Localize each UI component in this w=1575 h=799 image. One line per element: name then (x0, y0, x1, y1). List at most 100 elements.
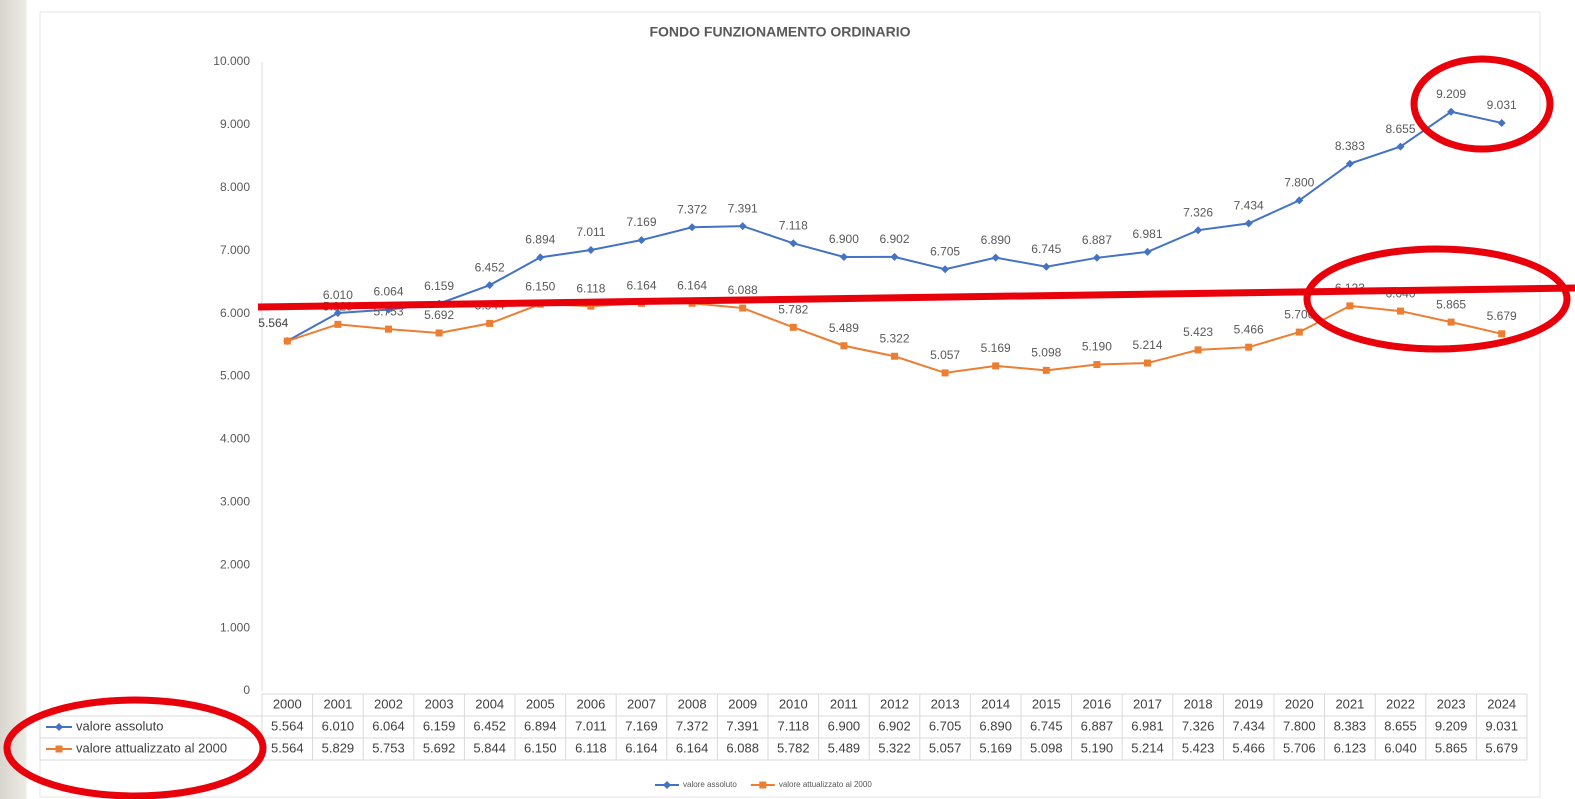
data-label: 6.900 (829, 232, 859, 246)
data-point (536, 253, 545, 262)
y-tick-label: 7.000 (220, 243, 250, 257)
annotation-line (257, 284, 1575, 311)
x-tick-label: 2005 (526, 696, 555, 711)
plot: 0 1.000 2.000 3.000 4.000 5.000 6.000 7.000 8.00… (39, 54, 1528, 789)
data-point (486, 319, 494, 327)
y-tick-label: 3.000 (220, 494, 250, 508)
data-point (1092, 253, 1101, 262)
data-label: 5.782 (778, 302, 808, 316)
data-point (1143, 247, 1152, 256)
table-cell: 6.745 (1030, 718, 1063, 733)
data-label: 7.800 (1284, 176, 1314, 190)
table-cell: 6.088 (726, 740, 759, 755)
data-label: 5.322 (879, 331, 909, 345)
y-tick-label: 10.000 (213, 54, 250, 68)
data-point (1345, 159, 1354, 168)
table-cell: 5.564 (271, 740, 304, 755)
data-point (1497, 118, 1506, 127)
y-tick-label: 2.000 (220, 557, 250, 571)
x-tick-label: 2019 (1234, 696, 1263, 711)
data-point (586, 246, 595, 255)
table-cell: 5.564 (271, 718, 304, 733)
data-point (1194, 226, 1203, 235)
table-cell: 5.489 (828, 740, 861, 755)
data-point (688, 223, 697, 232)
data-label: 6.452 (475, 260, 505, 274)
table-cell: 5.423 (1182, 740, 1215, 755)
table-cell: 7.391 (726, 718, 759, 733)
table-cell: 5.057 (929, 740, 962, 755)
x-tick-label: 2006 (576, 696, 605, 711)
data-label: 7.391 (728, 201, 758, 215)
y-tick-label: 1.000 (220, 620, 250, 634)
data-point (1194, 346, 1202, 354)
table-cell: 5.753 (372, 740, 405, 755)
data-label: 6.164 (626, 278, 656, 292)
x-tick-label: 2023 (1437, 696, 1466, 711)
data-label: 9.031 (1487, 98, 1517, 112)
data-point (1093, 361, 1101, 369)
table-cell: 6.164 (625, 740, 658, 755)
data-label: 6.088 (728, 283, 758, 297)
y-tick-label: 5.000 (220, 369, 250, 383)
data-point (941, 265, 950, 274)
annotation-circle (1410, 55, 1554, 153)
data-point (1295, 196, 1304, 205)
table-cell: 5.782 (777, 740, 810, 755)
table-cell: 6.452 (473, 718, 506, 733)
data-label: 6.890 (981, 233, 1011, 247)
data-label: 6.902 (879, 232, 909, 246)
data-label: 6.164 (677, 278, 707, 292)
table-cell: 5.098 (1030, 740, 1063, 755)
x-tick-label: 2004 (475, 696, 504, 711)
data-point (991, 253, 1000, 262)
x-tick-label: 2009 (728, 696, 757, 711)
data-label: 7.118 (779, 218, 808, 232)
table-row-label: valore assoluto (76, 718, 163, 733)
table-cell: 7.800 (1283, 718, 1316, 733)
table-cell: 5.466 (1232, 740, 1265, 755)
data-point (1447, 107, 1456, 116)
table-cell: 7.434 (1232, 718, 1265, 733)
data-label: 5.865 (1436, 297, 1466, 311)
data-point (283, 337, 291, 345)
table-cell: 6.164 (676, 740, 709, 755)
data-label: 5.057 (930, 348, 960, 362)
table-cell: 5.190 (1081, 740, 1114, 755)
legend-marker (759, 781, 767, 789)
x-tick-label: 2003 (425, 696, 454, 711)
data-point (587, 302, 595, 310)
table-cell: 6.887 (1081, 718, 1114, 733)
data-point (1396, 142, 1405, 151)
data-label: 8.655 (1385, 122, 1415, 136)
data-point (1346, 302, 1354, 310)
data-label: 7.372 (677, 202, 707, 216)
data-label: 7.434 (1234, 199, 1264, 213)
data-label: 5.169 (981, 341, 1011, 355)
data-point (637, 236, 646, 245)
data-point (333, 308, 342, 317)
y-tick-label: 0 (243, 683, 250, 697)
data-point (485, 281, 494, 290)
data-label: 7.326 (1183, 205, 1213, 219)
data-point (839, 252, 848, 261)
annotation-circle (1303, 245, 1571, 353)
table-cell: 8.655 (1384, 718, 1417, 733)
table-cell: 6.010 (322, 718, 355, 733)
data-point (1244, 219, 1253, 228)
x-tick-label: 2015 (1032, 696, 1061, 711)
annotation-circle (3, 696, 267, 799)
table-cell: 5.706 (1283, 740, 1316, 755)
annotations (3, 55, 1575, 799)
table-cell: 6.705 (929, 718, 962, 733)
table-cell: 7.372 (676, 718, 709, 733)
data-point (334, 320, 342, 328)
y-tick-label: 9.000 (220, 117, 250, 131)
x-tick-label: 2011 (830, 696, 858, 711)
legend-label: valore attualizzato al 2000 (779, 780, 873, 789)
data-point (1245, 343, 1253, 351)
table-legend-marker (55, 745, 63, 753)
x-tick-label: 2012 (880, 696, 909, 711)
table-cell: 7.118 (778, 718, 810, 733)
